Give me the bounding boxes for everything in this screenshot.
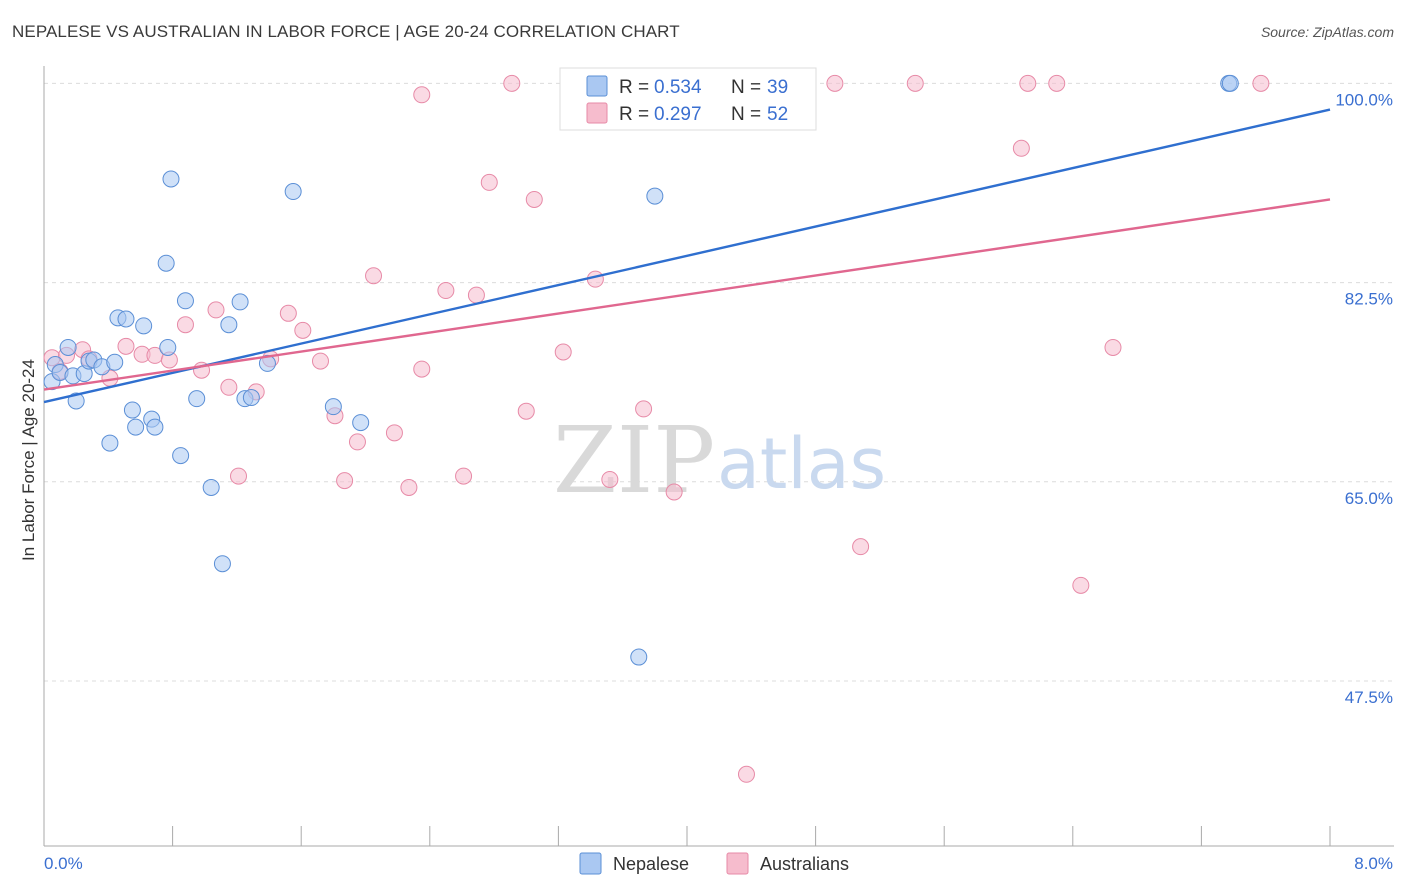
legend-n-label-1: N = — [731, 77, 761, 98]
y-axis-title: In Labor Force | Age 20-24 — [19, 359, 38, 561]
legend-r-value-1: 0.534 — [654, 77, 702, 98]
nepalese-point — [159, 338, 177, 356]
legend-swatch-australians — [586, 102, 608, 124]
watermark-zip: ZIP — [553, 407, 715, 514]
australians-point — [207, 301, 225, 319]
nepalese-point — [157, 254, 175, 272]
nepalese-point — [646, 187, 664, 205]
australians-point — [480, 173, 498, 191]
legend-r-label-2: R = — [619, 104, 649, 125]
australians-point — [176, 316, 194, 334]
trend-lines — [43, 108, 1331, 404]
australians-point — [365, 267, 383, 285]
australians-point — [437, 282, 455, 300]
chart-title: NEPALESE VS AUSTRALIAN IN LABOR FORCE | … — [12, 22, 680, 41]
australians-point — [1048, 74, 1066, 92]
nepalese-point — [135, 317, 153, 335]
australians-point — [1012, 139, 1030, 157]
y-tick-label: 47.5% — [1345, 688, 1393, 707]
legend-n-value-1: 39 — [767, 77, 788, 98]
australians-point — [455, 467, 473, 485]
australians-point — [525, 190, 543, 208]
y-tick-label: 100.0% — [1335, 90, 1393, 109]
australians-trend-line — [43, 198, 1331, 391]
watermark-atlas: atlas — [717, 423, 886, 505]
nepalese-point — [242, 389, 260, 407]
nepalese-point — [146, 418, 164, 436]
nepalese-point — [630, 648, 648, 666]
legend-r-label-1: R = — [619, 77, 649, 98]
nepalese-point — [162, 170, 180, 188]
bottom-legend-swatch-nepalese — [579, 852, 602, 875]
y-tick-label: 65.0% — [1345, 489, 1393, 508]
nepalese-point — [1221, 74, 1239, 92]
australians-point — [348, 433, 366, 451]
y-tick-label: 82.5% — [1345, 290, 1393, 309]
x-tick-labels: 0.0% 8.0% — [44, 854, 1393, 873]
australians-point — [400, 478, 418, 496]
legend-n-value-2: 52 — [767, 104, 788, 125]
nepalese-point — [127, 418, 145, 436]
australians-point — [906, 74, 924, 92]
australians-point — [554, 343, 572, 361]
australians-point — [1072, 576, 1090, 594]
nepalese-point — [324, 398, 342, 416]
nepalese-trend-line — [43, 108, 1331, 404]
bottom-legend-label-nepalese: Nepalese — [613, 854, 689, 874]
nepalese-point — [59, 338, 77, 356]
bottom-legend-swatch-australians — [726, 852, 749, 875]
australians-point — [311, 352, 329, 370]
x-tick-label-max: 8.0% — [1354, 854, 1393, 873]
nepalese-point — [284, 183, 302, 201]
nepalese-point — [106, 353, 124, 371]
nepalese-point — [172, 447, 190, 465]
data-points — [43, 74, 1270, 783]
nepalese-point — [213, 555, 231, 573]
australians-point — [220, 378, 238, 396]
gridlines — [44, 82, 1392, 682]
australians-point — [1252, 74, 1270, 92]
nepalese-point — [202, 478, 220, 496]
australians-point — [665, 483, 683, 501]
nepalese-point — [220, 316, 238, 334]
australians-point — [467, 286, 485, 304]
legend-r-value-2: 0.297 — [654, 104, 702, 125]
australians-point — [1104, 338, 1122, 356]
legend: R = 0.534 N = 39 R = 0.297 N = 52 — [559, 67, 817, 131]
nepalese-point — [117, 310, 135, 328]
australians-point — [230, 467, 248, 485]
australians-point — [1019, 74, 1037, 92]
australians-point — [385, 424, 403, 442]
australians-point — [336, 472, 354, 490]
y-tick-labels: 47.5% 65.0% 82.5% 100.0% — [1335, 90, 1393, 707]
australians-point — [503, 74, 521, 92]
nepalese-point — [176, 292, 194, 310]
nepalese-point — [231, 293, 249, 311]
australians-point — [601, 470, 619, 488]
legend-n-label-2: N = — [731, 104, 761, 125]
australians-point — [279, 304, 297, 322]
nepalese-point — [101, 434, 119, 452]
axes — [43, 66, 1394, 847]
australians-point — [852, 538, 870, 556]
source-label: Source: ZipAtlas.com — [1260, 24, 1394, 40]
australians-point — [635, 400, 653, 418]
bottom-legend-label-australians: Australians — [760, 854, 849, 874]
nepalese-point — [67, 392, 85, 410]
australians-point — [737, 765, 755, 783]
australians-point — [294, 321, 312, 339]
australians-point — [826, 74, 844, 92]
legend-swatch-nepalese — [586, 75, 608, 97]
australians-point — [117, 337, 135, 355]
bottom-legend: Nepalese Australians — [579, 852, 849, 875]
australians-point — [413, 86, 431, 104]
nepalese-point — [352, 414, 370, 432]
nepalese-point — [123, 401, 141, 419]
nepalese-point — [188, 390, 206, 408]
australians-point — [517, 402, 535, 420]
x-tick-label-min: 0.0% — [44, 854, 83, 873]
australians-point — [413, 360, 431, 378]
